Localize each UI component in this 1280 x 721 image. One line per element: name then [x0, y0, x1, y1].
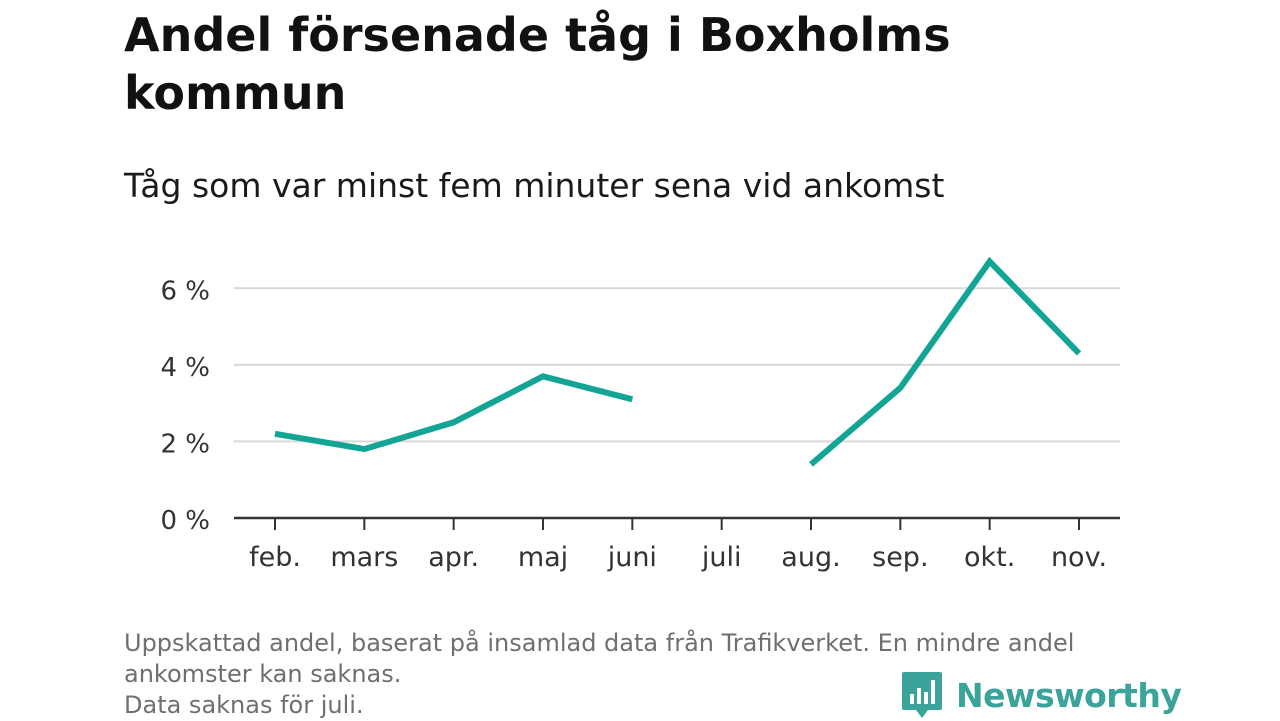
chart-title: Andel försenade tåg i Boxholms kommun	[124, 8, 951, 120]
x-tick-label: okt.	[964, 542, 1015, 573]
x-tick-label: juni	[607, 542, 657, 573]
brand-logo[interactable]: Newsworthy	[900, 670, 1182, 720]
x-tick-label: apr.	[428, 542, 479, 573]
brand-name: Newsworthy	[956, 675, 1182, 715]
y-tick-label: 2 %	[160, 429, 210, 459]
gridlines	[234, 287, 1120, 443]
y-tick-label: 4 %	[160, 353, 210, 383]
x-tick-label: mars	[330, 542, 398, 573]
y-tick-label: 0 %	[160, 506, 210, 536]
footnote-line: Uppskattad andel, baserat på insamlad da…	[124, 629, 1075, 657]
x-tick-label: feb.	[249, 542, 301, 573]
x-tick-label: juli	[701, 542, 742, 573]
footnote-line: Data saknas för juli.	[124, 691, 364, 719]
x-axis: feb. mars apr. maj juni juli aug. sep. okt. nov.	[234, 516, 1120, 573]
y-axis-ticks: 0 % 2 % 4 % 6 %	[160, 276, 210, 536]
y-tick-label: 6 %	[160, 276, 210, 306]
x-tick-label: maj	[518, 542, 568, 573]
x-tick-label: aug.	[781, 542, 840, 573]
footnote: Uppskattad andel, baserat på insamlad da…	[124, 628, 1164, 721]
chart-subtitle: Tåg som var minst fem minuter sena vid a…	[124, 166, 945, 205]
x-tick-label: nov.	[1051, 542, 1107, 573]
series-lines	[274, 256, 1082, 467]
x-tick-label: sep.	[872, 542, 928, 573]
series-line-segment	[274, 373, 634, 453]
series-line-segment	[809, 256, 1082, 467]
newsworthy-logo-icon	[902, 672, 942, 718]
line-chart: 0 % 2 % 4 % 6 % feb. mars apr. maj juni juli aug.…	[160, 256, 1120, 573]
footnote-line: ankomster kan saknas.	[124, 660, 402, 688]
